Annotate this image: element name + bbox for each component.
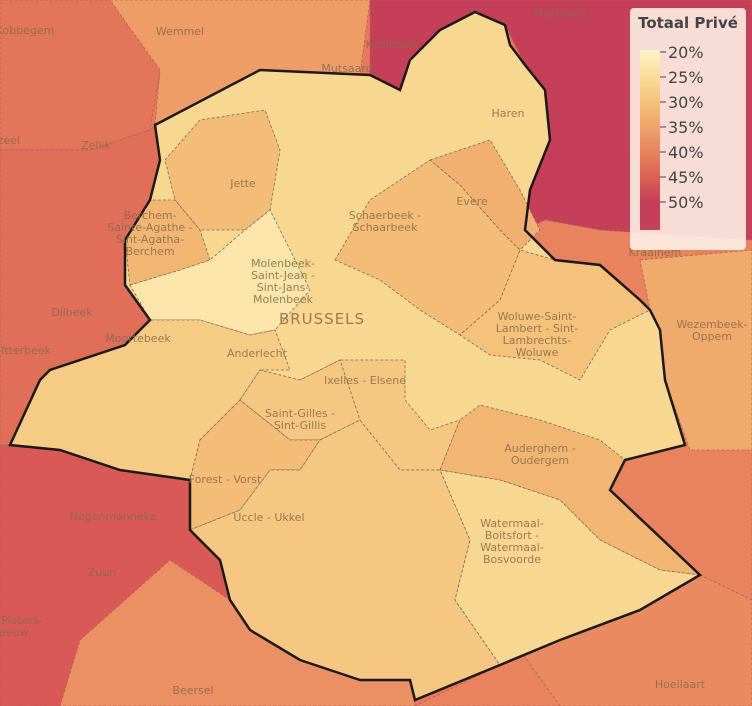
region-label: Hoeilaart xyxy=(655,678,706,691)
region-label-line: Sint-Gillis xyxy=(274,419,326,432)
region-label-line: Forest - Vorst xyxy=(189,473,262,486)
region-label: Auderghem -Oudergem xyxy=(504,442,576,467)
region-label-line: Ixelles - Elsene xyxy=(324,374,406,387)
region-label-line: Anderlecht xyxy=(227,347,288,360)
region xyxy=(334,159,521,336)
region-label-line: Sint-Jans- xyxy=(257,281,310,294)
region-label-line: Oudergem xyxy=(511,454,569,467)
region-label-line: Sint-Agatha- xyxy=(116,233,184,246)
region-label: Forest - Vorst xyxy=(189,473,262,486)
region-label: Saint-Gilles -Sint-Gillis xyxy=(265,407,335,432)
region-label-line: Jette xyxy=(229,177,256,190)
region-label-line: Molenbeek- xyxy=(251,257,315,270)
region-label-line: Oppem xyxy=(692,330,732,343)
region-label: Jette xyxy=(229,177,256,190)
region-label: Dilbeek xyxy=(51,306,93,319)
region-label: Berchem-Sainte-Agathe -Sint-Agatha-Berch… xyxy=(107,209,192,258)
region-label: Molenbeek-Saint-Jean -Sint-Jans-Molenbee… xyxy=(251,257,315,306)
region-label-line: Hoeilaart xyxy=(655,678,706,691)
region xyxy=(459,249,651,381)
region-label-line: Beersel xyxy=(172,684,213,697)
region-label: Wemmel xyxy=(156,25,204,38)
region-label-line: Kobbegem xyxy=(0,24,54,37)
legend-label: 35% xyxy=(668,118,704,137)
region-label-line: Dilbeek xyxy=(51,306,93,319)
region-label-line: Sainte-Agathe - xyxy=(107,221,192,234)
region-label-line: Woluwe-Saint- xyxy=(498,310,577,323)
legend-label: 20% xyxy=(668,43,704,62)
place-label: Zellik xyxy=(81,139,111,152)
region-label: Negenmanneke xyxy=(70,510,157,523)
region-label-line: Uccle - Ukkel xyxy=(233,511,304,524)
region-label-line: Lambert - Sint- xyxy=(496,322,578,335)
legend-label: 25% xyxy=(668,68,704,87)
place-label: Koningslo xyxy=(366,38,419,51)
place-label: Moortebeek xyxy=(105,332,171,345)
region-label-line: Wezembeek- xyxy=(676,318,747,331)
region-label-line: Woluwe xyxy=(516,346,559,359)
region-label-line: Bosvoorde xyxy=(483,553,541,566)
legend-title: Totaal Privé xyxy=(638,14,738,32)
region-label: Evere xyxy=(456,195,488,208)
region-label-line: Boitsfort - xyxy=(485,529,539,542)
region-label: Woluwe-Saint-Lambert - Sint-Lambrechts-W… xyxy=(496,310,578,359)
region-label-line: Watermaal- xyxy=(480,541,544,554)
region-label-line: Schaarbeek xyxy=(353,221,419,234)
place-label: Haren xyxy=(491,107,524,120)
region-label: Schaerbeek -Schaarbeek xyxy=(349,209,421,234)
place-label: eeuw xyxy=(0,626,29,639)
region-label: Uccle - Ukkel xyxy=(233,511,304,524)
place-label: Pieters- xyxy=(1,614,43,627)
legend-label: 45% xyxy=(668,168,704,187)
region-label-line: Watermaal- xyxy=(480,517,544,530)
legend-colorbar xyxy=(640,50,660,230)
region-label-line: Berchem xyxy=(125,245,174,258)
region-label: Ixelles - Elsene xyxy=(324,374,406,387)
region-label-line: Wemmel xyxy=(156,25,204,38)
region-label: Beersel xyxy=(172,684,213,697)
region-label-line: Negenmanneke xyxy=(70,510,157,523)
region-label-line: Machelen xyxy=(534,7,587,20)
legend-label: 30% xyxy=(668,93,704,112)
region xyxy=(429,139,541,251)
region-label: Wezembeek-Oppem xyxy=(676,318,747,343)
region-label-line: Evere xyxy=(456,195,488,208)
region-label: Machelen xyxy=(534,7,587,20)
region-label: Watermaal-Boitsfort -Watermaal-Bosvoorde xyxy=(480,517,544,566)
region-label-line: Molenbeek xyxy=(253,293,314,306)
region xyxy=(124,199,211,286)
legend-label: 50% xyxy=(668,193,704,212)
region-label-line: Schaerbeek - xyxy=(349,209,421,222)
region-label-line: Auderghem - xyxy=(504,442,576,455)
region-label-line: BRUSSELS xyxy=(279,310,365,328)
region-label: BRUSSELS xyxy=(279,310,365,328)
region-boundary xyxy=(8,10,703,702)
place-label: Zuun xyxy=(88,566,116,579)
place-label: Mutsaard xyxy=(321,62,372,75)
legend-label: 40% xyxy=(668,143,704,162)
region-label: Kobbegem xyxy=(0,24,54,37)
region xyxy=(239,359,361,441)
place-label: zeel xyxy=(0,134,20,147)
region-label-line: Saint-Jean - xyxy=(251,269,315,282)
region xyxy=(0,124,161,446)
region-label-line: Berchem- xyxy=(123,209,176,222)
place-label: Itterbeek xyxy=(1,344,52,357)
region-label-line: Saint-Gilles - xyxy=(265,407,335,420)
region-label-line: Lambrechts- xyxy=(503,334,572,347)
region-label: Anderlecht xyxy=(227,347,288,360)
